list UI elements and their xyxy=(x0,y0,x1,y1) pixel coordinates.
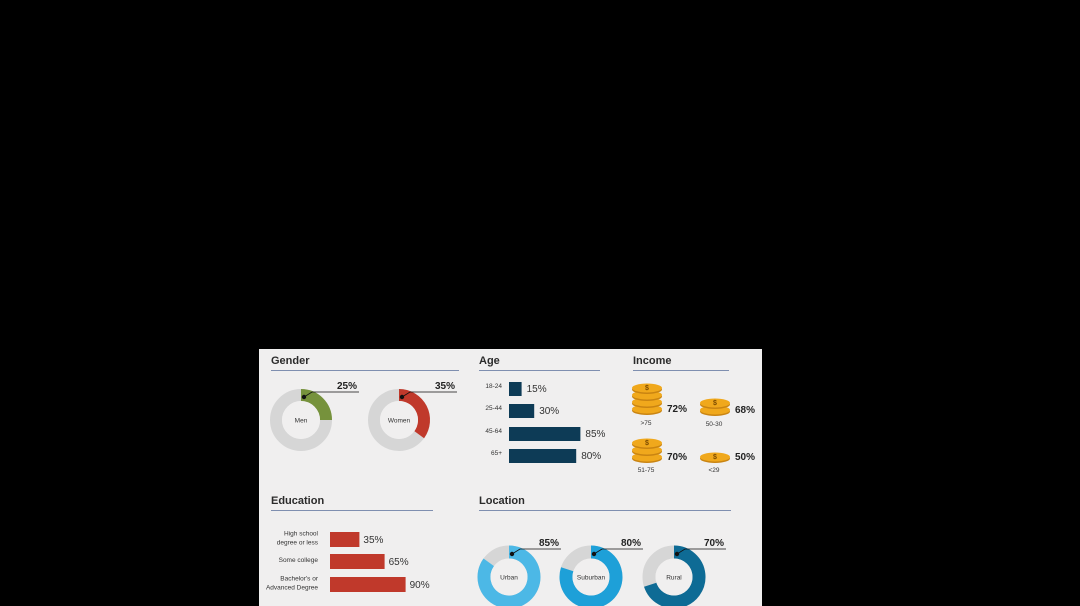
location-chart: 85% Urban 80% Suburban 70% Rural xyxy=(477,538,726,606)
age-bar xyxy=(509,449,577,463)
coin-face xyxy=(632,438,662,448)
education-tick-label: High school xyxy=(284,531,319,538)
income-category-label: 50-30 xyxy=(705,421,723,428)
location-underline xyxy=(479,510,731,511)
education-value-label: 65% xyxy=(389,557,409,568)
income-value-label: 68% xyxy=(735,405,756,416)
age-value-label: 85% xyxy=(585,429,605,440)
education-value-label: 35% xyxy=(363,535,383,546)
location-urban-arc xyxy=(477,545,541,606)
income-value-label: 72% xyxy=(667,404,688,415)
gender-chart: 25% Men 35% Women xyxy=(270,381,457,451)
coin-face xyxy=(700,452,730,462)
education-value-label: 90% xyxy=(410,580,430,591)
dollar-icon: $ xyxy=(713,454,717,461)
location-suburban-center-label: Suburban xyxy=(577,575,606,582)
income-category-label: >75 xyxy=(640,420,652,427)
income-category-label: 51-75 xyxy=(637,467,655,474)
coin-face xyxy=(700,398,730,408)
location-rural-hole xyxy=(655,558,693,596)
coin-stack-icon: $ xyxy=(632,438,662,463)
education-heading: Education xyxy=(271,495,325,507)
gender-women-arc xyxy=(398,389,430,439)
coin-stack-icon: $ xyxy=(632,383,662,415)
location-suburban-leader xyxy=(593,548,643,555)
age-tick-label: 18-24 xyxy=(485,383,502,390)
income-chart: $ >75 72% $50-30 68% $51-75 70% $ <29 50% xyxy=(629,377,762,477)
gender-men-leader xyxy=(303,391,359,398)
age-bar xyxy=(509,382,522,396)
education-bar xyxy=(330,554,385,569)
gender-men-value-label: 25% xyxy=(337,381,357,392)
gender-women-hole xyxy=(380,401,418,439)
gender-men-hole xyxy=(282,401,320,439)
age-underline xyxy=(479,370,600,371)
location-rural-center-label: Rural xyxy=(666,575,682,582)
location-urban-center-label: Urban xyxy=(500,575,518,582)
gender-women-value-label: 35% xyxy=(435,381,455,392)
age-bar xyxy=(509,427,581,441)
age-value-label: 30% xyxy=(539,406,559,417)
location-urban-leader xyxy=(511,548,561,555)
education-bar xyxy=(330,532,360,547)
gender-women-center-label: Women xyxy=(388,418,411,425)
location-suburban-hole xyxy=(572,558,610,596)
infographic-panel: Gender Age Income Education Location 25%… xyxy=(259,349,762,606)
gender-heading: Gender xyxy=(271,355,310,367)
education-bar xyxy=(330,577,406,592)
age-bar xyxy=(509,404,535,418)
gender-men-center-label: Men xyxy=(295,418,308,425)
location-suburban-arc xyxy=(559,545,623,606)
income-value-label: 50% xyxy=(735,452,756,463)
income-value-label: 70% xyxy=(667,452,688,463)
education-tick-label: degree or less xyxy=(277,540,319,547)
age-chart: 18-24 15% 25-44 30% 45-64 85% 65+ 80% xyxy=(485,382,606,463)
coin-face xyxy=(632,383,662,393)
gender-women-leader xyxy=(401,391,457,398)
location-urban-hole xyxy=(490,558,528,596)
coin-stack-icon: $ xyxy=(700,398,730,416)
dollar-icon: $ xyxy=(645,440,649,447)
dollar-icon: $ xyxy=(645,385,649,392)
gender-underline xyxy=(271,370,459,371)
income-heading: Income xyxy=(633,355,672,367)
income-category-label: <29 xyxy=(708,467,720,474)
location-suburban-value-label: 80% xyxy=(621,538,641,549)
age-heading: Age xyxy=(479,355,500,367)
age-value-label: 15% xyxy=(527,384,547,395)
education-tick-label: Bachelor's or xyxy=(280,576,319,583)
location-urban-value-label: 85% xyxy=(539,538,559,549)
education-chart: High school degree or less 35% Some college… xyxy=(266,531,430,592)
dollar-icon: $ xyxy=(713,400,717,407)
location-rural-leader xyxy=(676,548,726,555)
age-tick-label: 25-44 xyxy=(485,405,502,412)
education-underline xyxy=(271,510,433,511)
coin-stack-icon: $ xyxy=(700,452,730,463)
education-tick-label: Some college xyxy=(279,557,319,564)
age-tick-label: 45-64 xyxy=(485,428,502,435)
income-underline xyxy=(633,370,729,371)
age-tick-label: 65+ xyxy=(491,450,502,457)
location-rural-arc xyxy=(644,545,706,606)
education-tick-label: Advanced Degree xyxy=(266,585,318,592)
location-heading: Location xyxy=(479,495,525,507)
age-value-label: 80% xyxy=(581,451,601,462)
location-rural-value-label: 70% xyxy=(704,538,724,549)
